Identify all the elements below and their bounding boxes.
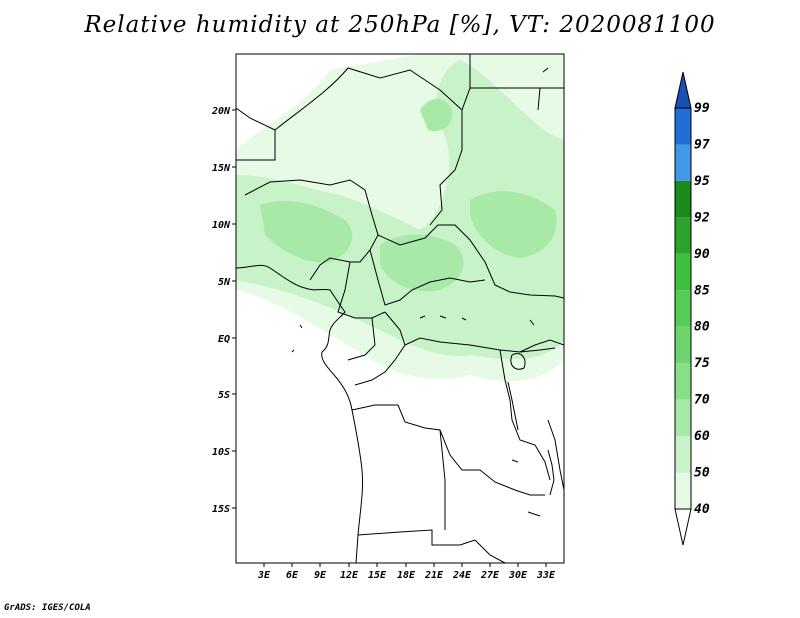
border-sahara xyxy=(236,67,463,226)
colorbar-segment xyxy=(675,472,691,509)
colorbar-label: 95 xyxy=(694,174,710,189)
colorbar-labels: 40 50 60 70 75 80 85 90 92 95 97 99 xyxy=(694,101,710,517)
colorbar-segment xyxy=(675,399,691,437)
lon-label-3e: 3E xyxy=(257,570,271,581)
lat-label-5s: 5S xyxy=(218,390,230,401)
colorbar-segment xyxy=(675,363,691,400)
colorbar-segment xyxy=(675,108,691,145)
lon-label-15e: 15E xyxy=(368,570,387,581)
border-cameroon xyxy=(337,261,386,361)
lon-label-18e: 18E xyxy=(397,570,416,581)
lat-label-5n: 5N xyxy=(218,277,231,288)
colorbar-label: 75 xyxy=(694,356,710,371)
colorbar-label: 90 xyxy=(694,247,710,262)
border-zambia xyxy=(439,429,506,563)
lat-label-15n: 15N xyxy=(212,163,231,174)
map-title: Relative humidity at 250hPa [%], VT: 202… xyxy=(84,12,716,38)
lon-label-24e: 24E xyxy=(452,570,472,581)
colorbar-label: 92 xyxy=(694,210,710,225)
lon-label-21e: 21E xyxy=(424,570,444,581)
colorbar-label: 85 xyxy=(694,283,710,298)
colorbar-under-triangle xyxy=(674,508,692,546)
border-nile xyxy=(461,54,564,111)
lon-label-27e: 27E xyxy=(480,570,500,581)
colorbar-label: 97 xyxy=(694,137,710,152)
colorbar-segment xyxy=(675,436,691,473)
lon-axis: 3E 6E 9E 12E 15E 18E 21E 24E 27E 30E 33E xyxy=(257,563,556,581)
lake-tanganyika xyxy=(507,381,519,431)
lat-axis: 20N 15N 10N 5N EQ 5S 10S 15S xyxy=(211,106,236,515)
country-borders xyxy=(236,54,564,563)
colorbar-label: 80 xyxy=(694,320,710,335)
rh-band-50 xyxy=(236,60,564,360)
lat-label-15s: 15S xyxy=(212,504,230,515)
colorbar-segment xyxy=(675,180,691,218)
colorbar-label: 99 xyxy=(694,101,710,116)
map-frame xyxy=(235,53,565,564)
colorbar-over-triangle xyxy=(674,71,692,109)
lon-label-9e: 9E xyxy=(314,570,327,581)
colorbar-label: 40 xyxy=(694,502,710,517)
border-sahel xyxy=(244,179,379,281)
colorbar: 40 50 60 70 75 80 85 90 92 95 97 99 xyxy=(674,71,710,546)
colorbar-segment xyxy=(675,217,691,254)
colorbar-segment xyxy=(675,326,691,364)
border-central xyxy=(377,224,564,299)
colorbar-segment xyxy=(675,290,691,327)
colorbar-label: 70 xyxy=(694,393,710,408)
lon-label-6e: 6E xyxy=(286,570,299,581)
border-angola-south xyxy=(357,529,476,546)
coastline-west-africa xyxy=(236,264,364,563)
lon-label-12e: 12E xyxy=(340,570,359,581)
rh-band-60 xyxy=(260,98,557,292)
coast-islands xyxy=(291,67,549,517)
lat-label-10n: 10N xyxy=(212,220,231,231)
humidity-field xyxy=(236,54,564,382)
border-east xyxy=(499,347,564,491)
colorbar-segments xyxy=(674,107,692,510)
lat-label-eq: EQ xyxy=(218,334,230,345)
colorbar-label: 60 xyxy=(694,429,710,444)
colorbar-label: 50 xyxy=(694,466,710,481)
border-car xyxy=(369,249,486,306)
lake-malawi xyxy=(547,449,555,496)
colorbar-segment xyxy=(675,253,691,291)
lat-label-10s: 10S xyxy=(212,447,230,458)
lat-label-20n: 20N xyxy=(211,106,231,117)
lon-label-33e: 33E xyxy=(536,570,556,581)
colorbar-segment xyxy=(675,144,691,181)
lake-victoria xyxy=(510,353,526,370)
border-drc-angola xyxy=(351,404,545,496)
grads-credit: GrADS: IGES/COLA xyxy=(4,603,91,613)
lon-label-30e: 30E xyxy=(508,570,528,581)
